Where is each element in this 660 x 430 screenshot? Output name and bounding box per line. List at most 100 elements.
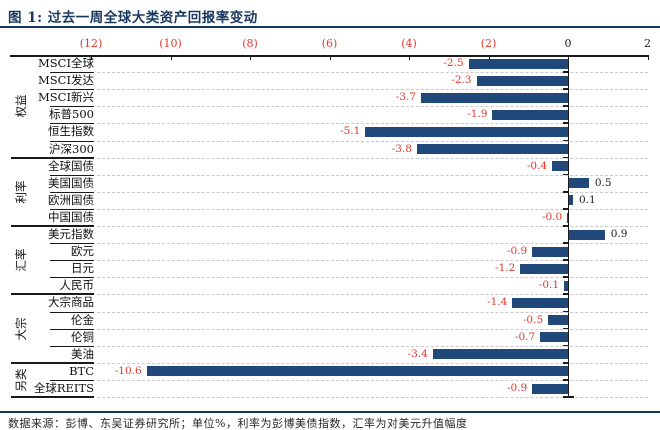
row-gridline — [97, 72, 648, 74]
bar-value-label: -2.3 — [451, 74, 472, 87]
category-separator — [50, 345, 94, 347]
x-axis-tick-mark — [91, 55, 92, 60]
group-label: 权益 — [14, 94, 28, 118]
x-axis-tick-mark — [409, 55, 410, 60]
x-axis-tick-label: (4) — [401, 37, 417, 50]
row-gridline — [97, 260, 648, 262]
category-label: 美国国债 — [48, 175, 94, 190]
bar — [540, 332, 568, 343]
category-separator — [50, 208, 94, 210]
bar — [146, 366, 568, 377]
bar — [492, 109, 568, 120]
zero-axis-tick — [562, 139, 569, 142]
row-gridline — [97, 208, 648, 210]
zero-axis-tick — [562, 242, 569, 244]
category-separator — [50, 89, 94, 91]
row-gridline — [97, 328, 648, 330]
category-separator — [50, 328, 94, 330]
bar-value-label: -0.5 — [522, 313, 544, 326]
x-axis-line — [10, 55, 648, 57]
bar — [468, 58, 568, 69]
zero-axis-tick — [562, 276, 569, 279]
zero-axis-tick — [562, 310, 569, 313]
x-axis-tick-mark — [488, 55, 490, 60]
bar-value-label: -3.4 — [407, 347, 428, 360]
category-label: 美油 — [71, 346, 94, 361]
row-gridline — [97, 362, 648, 364]
x-axis-tick-label: (8) — [242, 37, 258, 50]
row-gridline — [97, 106, 648, 108]
bar — [365, 127, 568, 137]
bar — [569, 178, 589, 189]
bar-value-label: -10.6 — [114, 364, 142, 377]
bar-value-label: -0.7 — [514, 330, 536, 343]
row-gridline — [97, 174, 648, 176]
category-label: 美元指数 — [48, 227, 94, 241]
row-gridline — [97, 89, 648, 91]
row-gridline — [97, 191, 648, 193]
zero-axis-tick — [562, 225, 569, 227]
zero-axis-tick — [562, 71, 569, 73]
group-separator — [11, 293, 94, 296]
category-label: BTC — [69, 363, 94, 378]
zero-axis-tick — [563, 396, 574, 398]
bar-value-label: -0.9 — [506, 245, 528, 258]
x-axis-tick-label: (2) — [480, 37, 497, 50]
category-label: 恒生指数 — [48, 124, 94, 139]
group-separator — [11, 361, 94, 364]
bar-value-label: -3.7 — [395, 91, 416, 104]
group-separator — [11, 396, 94, 398]
bar-value-label: -1.2 — [495, 262, 516, 275]
category-label: MSCI发达 — [38, 73, 94, 88]
zero-axis-tick — [562, 259, 569, 261]
bar-value-label: -1.9 — [467, 108, 488, 121]
row-gridline — [97, 243, 648, 245]
row-gridline — [97, 345, 648, 347]
category-label: MSCI全球 — [38, 56, 94, 70]
category-label: 标普500 — [49, 107, 94, 122]
category-separator — [50, 174, 94, 176]
bar-value-label: -0.1 — [538, 279, 560, 292]
row-gridline — [97, 277, 648, 279]
bar — [567, 212, 568, 223]
row-gridline — [97, 397, 648, 398]
bar — [532, 246, 568, 257]
bar — [569, 195, 573, 206]
data-source-note: 数据来源：彭博、东吴证券研究所；单位%，利率为彭博美债指数，汇率为对美元升值幅度 — [8, 417, 468, 430]
x-axis-tick-label: 0 — [564, 37, 572, 50]
figure-title: 图 1: 过去一周全球大类资产回报率变动 — [8, 10, 258, 26]
zero-axis-tick — [562, 293, 569, 296]
x-axis-tick-label: 2 — [644, 37, 651, 50]
bar — [569, 229, 605, 240]
bar — [476, 75, 568, 86]
zero-axis-tick — [562, 156, 569, 159]
category-separator — [50, 311, 94, 313]
category-separator — [50, 260, 94, 262]
row-gridline — [97, 379, 648, 381]
zero-axis-tick — [562, 207, 569, 210]
x-axis-tick-label: (12) — [79, 37, 103, 50]
category-separator — [50, 243, 94, 245]
zero-axis-tick — [562, 105, 569, 108]
bar — [432, 349, 568, 360]
bar-value-label: -3.8 — [391, 142, 412, 155]
group-separator — [11, 156, 94, 159]
category-label: 沪深300 — [49, 141, 94, 156]
x-axis-tick-mark — [250, 55, 251, 60]
bar-value-label: 0.5 — [594, 176, 612, 189]
row-gridline — [97, 123, 648, 125]
category-separator — [50, 277, 94, 279]
bar-value-label: -1.4 — [487, 296, 508, 309]
category-label: 大宗商品 — [48, 295, 94, 310]
zero-axis-tick — [562, 361, 569, 364]
x-axis-tick-mark — [647, 55, 649, 60]
category-label: 人民币 — [59, 278, 95, 293]
bar — [552, 161, 568, 172]
category-label: 全球REITS — [33, 380, 94, 395]
row-gridline — [97, 294, 648, 296]
category-separator — [50, 106, 94, 108]
category-separator — [50, 140, 94, 142]
category-label: MSCI新兴 — [38, 90, 94, 105]
category-label: 中国国债 — [48, 209, 94, 224]
